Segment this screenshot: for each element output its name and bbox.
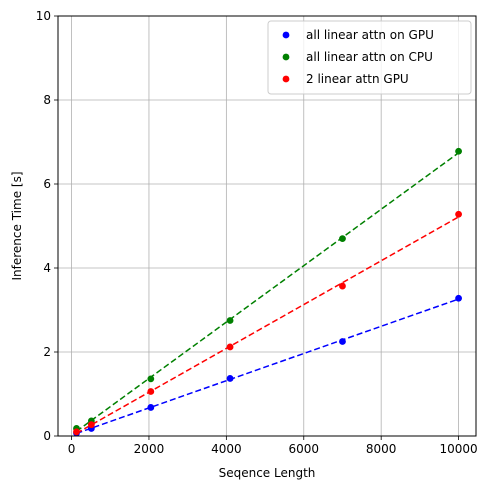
axis-ticks: 0 2000 4000 6000 8000 10000 0 2 4 6 8 10 [36,9,478,456]
data-point [147,404,155,411]
x-axis-label: Seqence Length [219,466,316,480]
data-point [339,235,346,243]
data-point [147,388,155,395]
data-point [73,428,80,436]
legend-box [267,20,472,95]
data-point [226,375,234,382]
data-point [455,210,462,218]
y-tick-label: 2 [43,345,51,359]
legend-label: 2 linear attn GPU [306,72,409,86]
x-tick-label: 8000 [366,442,397,456]
data-point [147,375,155,383]
data-point [226,317,234,324]
legend-marker [282,31,290,39]
x-tick-label: 2000 [134,442,165,456]
data-point [455,147,462,155]
y-tick-label: 8 [43,93,51,107]
plot-frame [57,15,477,437]
legend-marker [282,75,290,83]
data-point [455,294,462,302]
x-tick-label: 10000 [439,442,477,456]
y-tick-label: 0 [43,429,51,443]
x-tick-label: 0 [68,442,76,456]
y-axis-label: Inference Time [s] [10,171,24,280]
trend-lines [76,152,460,435]
y-tick-label: 4 [43,261,51,275]
legend-marker [282,53,290,61]
legend: all linear attn on GPU all linear attn on… [267,20,472,95]
y-tick-label: 6 [43,177,51,191]
trend-line [76,216,459,434]
data-point [339,338,346,345]
data-point [87,421,95,429]
data-point [339,282,346,290]
data-point [226,343,234,351]
trend-line [76,152,460,432]
x-tick-label: 6000 [288,442,319,456]
legend-label: all linear attn on GPU [306,28,434,42]
data-points [73,147,462,437]
y-tick-label: 10 [36,9,51,23]
legend-label: all linear attn on CPU [306,50,433,64]
trend-line [76,298,459,435]
x-tick-label: 4000 [211,442,242,456]
